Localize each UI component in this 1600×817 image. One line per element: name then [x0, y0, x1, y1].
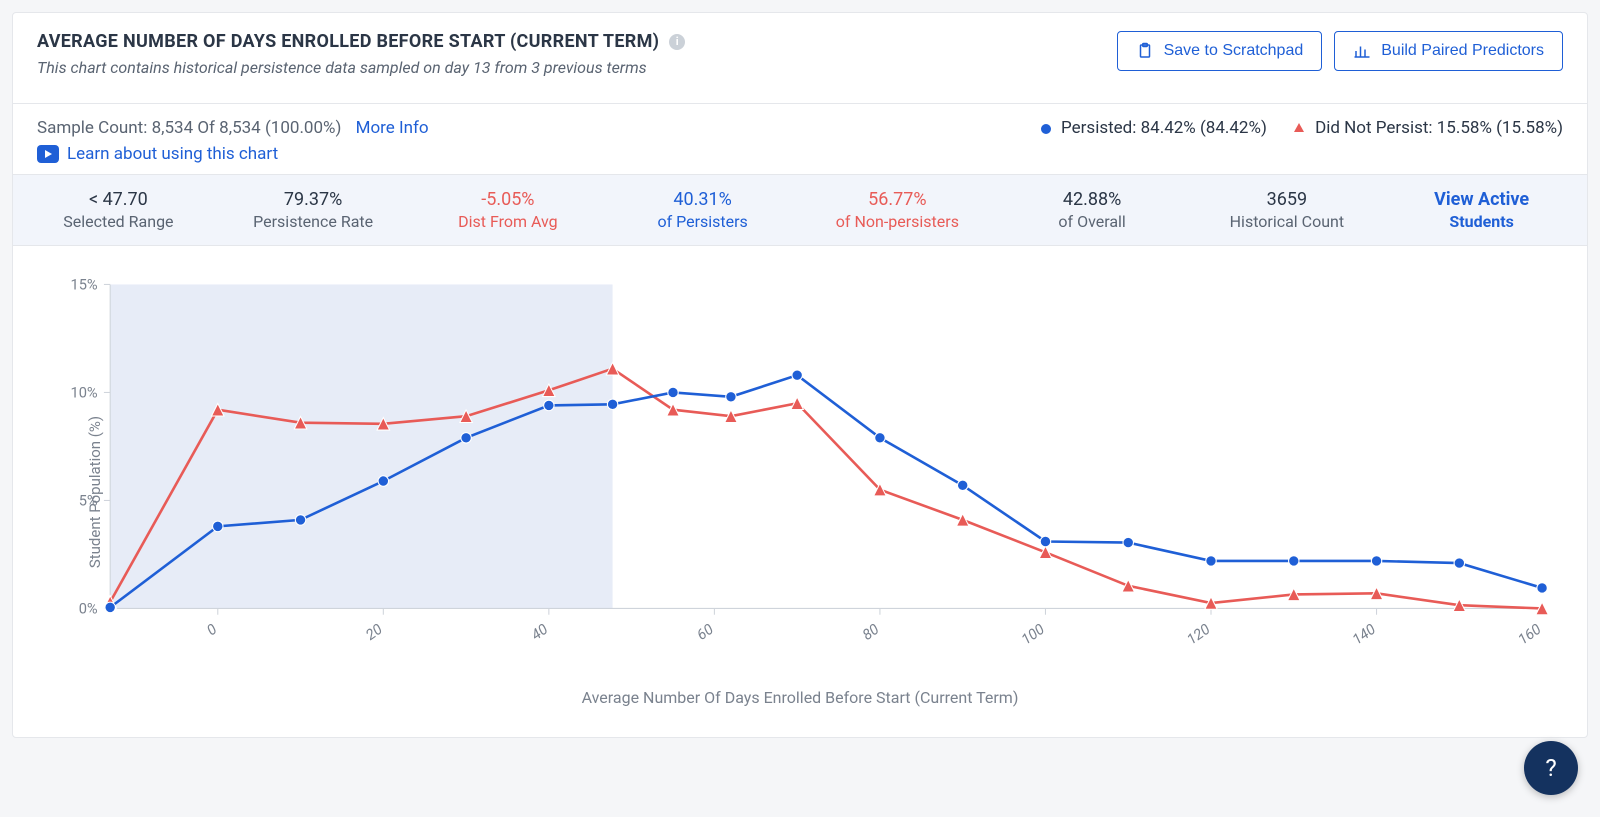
legend: Persisted: 84.42% (84.42%) Did Not Persi… [1041, 118, 1563, 139]
sample-count: Sample Count: 8,534 Of 8,534 (100.00%) [37, 118, 341, 138]
stat-non-persisters-value: 56.77% [800, 189, 995, 210]
stats-bar: < 47.70 Selected Range 79.37% Persistenc… [13, 174, 1587, 246]
stat-selected-range-label: Selected Range [21, 212, 216, 231]
stat-dist-value: -5.05% [411, 189, 606, 210]
svg-text:140: 140 [1349, 620, 1379, 648]
question-icon: ? [1545, 754, 1556, 782]
stat-overall-label: of Overall [995, 212, 1190, 231]
help-fab-button[interactable]: ? [1524, 741, 1578, 795]
info-icon[interactable]: i [669, 34, 685, 50]
legend-not-persist-label: Did Not Persist: 15.58% (15.58%) [1315, 118, 1563, 138]
stat-of-overall: 42.88% of Overall [995, 189, 1190, 231]
chart-subtitle: This chart contains historical persisten… [37, 58, 685, 77]
legend-did-not-persist: Did Not Persist: 15.58% (15.58%) [1293, 118, 1563, 139]
legend-persisted-label: Persisted: 84.42% (84.42%) [1061, 118, 1267, 138]
persisted-marker-icon [1041, 124, 1051, 134]
save-scratchpad-label: Save to Scratchpad [1164, 42, 1304, 60]
stat-dist-from-avg: -5.05% Dist From Avg [411, 189, 606, 231]
title-text: AVERAGE NUMBER OF DAYS ENROLLED BEFORE S… [37, 31, 659, 52]
sample-count-line: Sample Count: 8,534 Of 8,534 (100.00%) M… [37, 118, 429, 138]
stat-historical-count: 3659 Historical Count [1190, 189, 1385, 231]
svg-text:80: 80 [859, 620, 882, 644]
svg-text:40: 40 [528, 620, 551, 644]
svg-text:0%: 0% [79, 600, 98, 618]
header-row: AVERAGE NUMBER OF DAYS ENROLLED BEFORE S… [13, 13, 1587, 85]
stat-of-persisters-value: 40.31% [605, 189, 800, 210]
stat-dist-label: Dist From Avg [411, 212, 606, 231]
stat-of-persisters: 40.31% of Persisters [605, 189, 800, 231]
view-active-value: View Active [1384, 189, 1579, 210]
svg-text:20: 20 [362, 620, 385, 644]
svg-text:10%: 10% [70, 384, 97, 402]
bar-chart-icon [1353, 42, 1371, 60]
meta-left: Sample Count: 8,534 Of 8,534 (100.00%) M… [37, 118, 429, 164]
stat-of-non-persisters: 56.77% of Non-persisters [800, 189, 995, 231]
header-buttons: Save to Scratchpad Build Paired Predicto… [1117, 31, 1563, 71]
view-active-label: Students [1384, 212, 1579, 231]
stat-selected-range-value: < 47.70 [21, 189, 216, 210]
did-not-persist-marker-icon [1293, 119, 1305, 139]
stat-persistence-rate: 79.37% Persistence Rate [216, 189, 411, 231]
clipboard-icon [1136, 42, 1154, 60]
x-axis-label: Average Number Of Days Enrolled Before S… [37, 688, 1563, 707]
play-icon [37, 145, 59, 163]
chart-title: AVERAGE NUMBER OF DAYS ENROLLED BEFORE S… [37, 31, 685, 52]
svg-text:100: 100 [1018, 620, 1048, 648]
svg-text:160: 160 [1514, 620, 1544, 648]
stat-of-persisters-label: of Persisters [605, 212, 800, 231]
save-scratchpad-button[interactable]: Save to Scratchpad [1117, 31, 1323, 71]
title-block: AVERAGE NUMBER OF DAYS ENROLLED BEFORE S… [37, 31, 685, 77]
build-predictors-label: Build Paired Predictors [1381, 42, 1544, 60]
stat-historical-value: 3659 [1190, 189, 1385, 210]
view-active-students-link[interactable]: View Active Students [1384, 189, 1579, 231]
more-info-link[interactable]: More Info [356, 118, 429, 138]
stat-historical-label: Historical Count [1190, 212, 1385, 231]
legend-persisted: Persisted: 84.42% (84.42%) [1041, 118, 1267, 139]
y-axis-label: Student Population (%) [86, 415, 104, 567]
meta-row: Sample Count: 8,534 Of 8,534 (100.00%) M… [13, 104, 1587, 174]
stat-persistence-rate-label: Persistence Rate [216, 212, 411, 231]
learn-chart-label: Learn about using this chart [67, 144, 278, 164]
stat-non-persisters-label: of Non-persisters [800, 212, 995, 231]
line-chart[interactable]: 0%5%10%15%020406080100120140160 [37, 274, 1563, 650]
svg-text:60: 60 [693, 620, 716, 644]
chart-area: Student Population (%) 0%5%10%15%0204060… [13, 246, 1587, 737]
stat-overall-value: 42.88% [995, 189, 1190, 210]
chart-card: AVERAGE NUMBER OF DAYS ENROLLED BEFORE S… [12, 12, 1588, 738]
build-predictors-button[interactable]: Build Paired Predictors [1334, 31, 1563, 71]
stat-persistence-rate-value: 79.37% [216, 189, 411, 210]
svg-text:120: 120 [1183, 620, 1213, 648]
svg-text:15%: 15% [70, 276, 97, 294]
learn-chart-link[interactable]: Learn about using this chart [37, 144, 429, 164]
stat-selected-range: < 47.70 Selected Range [21, 189, 216, 231]
svg-text:0: 0 [203, 620, 220, 639]
